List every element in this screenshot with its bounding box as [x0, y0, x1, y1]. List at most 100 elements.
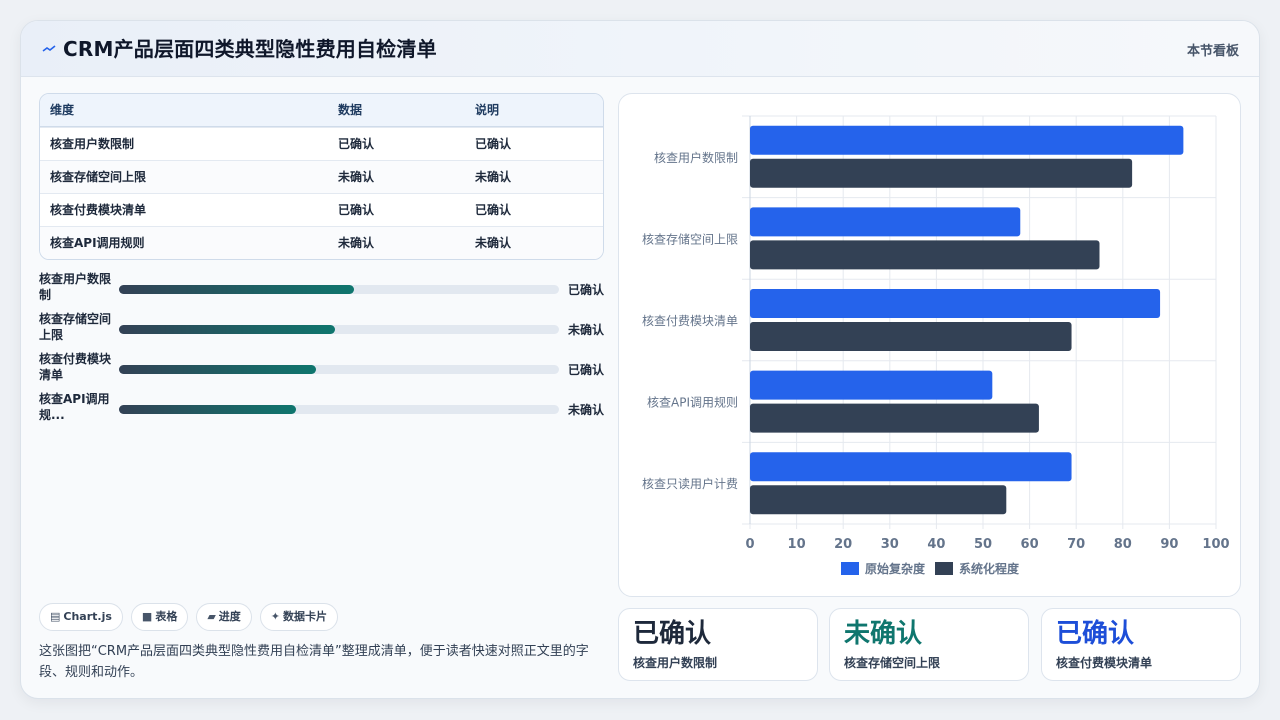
table-cell: 未确认: [338, 236, 375, 250]
x-tick-label: 60: [1021, 537, 1039, 552]
table-row: 核查API调用规则 未确认 未确认: [40, 226, 603, 259]
x-tick-label: 40: [927, 537, 945, 552]
stat-label: 核查付费模块清单: [1056, 656, 1153, 670]
stat-card: 未确认 核查存储空间上限: [829, 608, 1029, 681]
legend-swatch: [935, 562, 953, 575]
category-label: 核查用户数限制: [654, 150, 738, 165]
dashboard-card: CRM产品层面四类典型隐性费用自检清单 本节看板 维度 数据 说明 核查用户数限…: [20, 20, 1260, 699]
table-cell: 核查用户数限制: [50, 137, 135, 151]
bar: [750, 370, 993, 400]
progress-track: [119, 365, 559, 374]
progress-item: 核查付费模块清单 已确认: [39, 351, 604, 385]
stat-label: 核查用户数限制: [633, 656, 718, 670]
table-cell: 未确认: [338, 170, 375, 184]
x-tick-label: 80: [1114, 537, 1132, 552]
x-tick-label: 30: [881, 537, 899, 552]
table-cell: 已确认: [338, 203, 375, 217]
x-tick-label: 0: [745, 537, 754, 552]
progress-item: 核查用户数限制 已确认: [39, 271, 604, 305]
table-cell: 核查存储空间上限: [50, 170, 147, 184]
column-header: 维度: [50, 103, 75, 117]
progress-fill: [119, 285, 355, 294]
progress-fill: [119, 325, 335, 334]
progress-track: [119, 325, 559, 334]
sparkline-icon: [41, 41, 57, 57]
table-row: 核查存储空间上限 未确认 未确认: [40, 160, 603, 193]
tag-label: 进度: [218, 610, 241, 623]
tag-label: 表格: [155, 610, 178, 623]
progress-track: [119, 285, 559, 294]
bar: [750, 403, 1039, 433]
header: CRM产品层面四类典型隐性费用自检清单 本节看板: [21, 21, 1259, 77]
legend-label: 原始复杂度: [865, 561, 926, 576]
sparkle-icon: ✦: [270, 610, 281, 623]
x-tick-label: 100: [1202, 537, 1229, 552]
bar: [750, 289, 1161, 318]
progress-icon: ▰: [207, 610, 216, 623]
progress-value: 未确认: [567, 403, 604, 417]
category-label: 核查只读用户计费: [642, 476, 738, 491]
bar: [750, 322, 1072, 351]
table-header-row: 维度 数据 说明: [40, 94, 603, 127]
tag-table[interactable]: ■ 表格: [130, 603, 189, 631]
x-tick-label: 10: [788, 537, 806, 552]
table-cell: 已确认: [475, 203, 512, 217]
x-tick-label: 90: [1160, 537, 1178, 552]
legend-label: 系统化程度: [959, 561, 1020, 576]
progress-fill: [119, 405, 296, 414]
legend-swatch: [841, 562, 859, 575]
chart-icon: ▤: [50, 610, 61, 623]
bar-chart-panel: 0 10 20 30 40 50 60 70 80 90 100 核查用户数限制核查存储空间上限 核查付…: [618, 93, 1241, 597]
progress-item: 核查存储空间上限 未确认: [39, 311, 604, 345]
bar: [750, 485, 1007, 515]
stat-value: 已确认: [633, 619, 712, 649]
table-icon: ■: [141, 610, 153, 623]
table-cell: 已确认: [338, 137, 375, 151]
stat-card: 已确认 核查用户数限制: [618, 608, 818, 681]
x-tick-label: 70: [1067, 537, 1085, 552]
category-label: 核查存储空间上限: [642, 231, 738, 246]
stat-label: 核查存储空间上限: [844, 656, 941, 670]
category-label: 核查API调用规则: [647, 395, 738, 410]
progress-track: [119, 405, 559, 414]
table-cell: 未确认: [475, 170, 512, 184]
table-cell: 未确认: [475, 236, 512, 250]
bar: [750, 452, 1072, 482]
bar-chart: 0 10 20 30 40 50 60 70 80 90 100 核查用户数限制核查存储空间上限核查付…: [642, 115, 1230, 576]
tag-label: Chart.js: [63, 610, 112, 623]
board-label: 本节看板: [1186, 44, 1239, 59]
table-row: 核查用户数限制 已确认 已确认: [40, 127, 603, 160]
tag-chartjs[interactable]: ▤ Chart.js: [39, 603, 123, 631]
table-cell: 已确认: [475, 137, 512, 151]
table-cell: 核查API调用规则: [50, 236, 145, 250]
description-text: 这张图把“CRM产品层面四类典型隐性费用自检清单”整理成清单，便于读者快速对照正…: [39, 644, 589, 680]
tag-label: 数据卡片: [283, 610, 328, 623]
progress-label: 核查付费模块清单: [39, 352, 112, 382]
bar: [750, 240, 1100, 270]
column-header: 说明: [475, 103, 500, 117]
bar: [750, 125, 1184, 155]
stat-value: 已确认: [1056, 619, 1135, 649]
bar: [750, 207, 1021, 237]
tag-list: ▤ Chart.js ■ 表格 ▰ 进度 ✦ 数据卡片: [39, 603, 339, 631]
bar: [750, 158, 1133, 188]
progress-item: 核查API调用规... 未确认: [39, 391, 604, 425]
stat-value: 未确认: [844, 619, 923, 649]
table-row: 核查付费模块清单 已确认 已确认: [40, 193, 603, 226]
progress-value: 未确认: [567, 323, 604, 337]
progress-value: 已确认: [567, 283, 604, 297]
progress-label: 核查存储空间上限: [39, 312, 112, 342]
progress-fill: [119, 365, 316, 374]
checklist-table: 维度 数据 说明 核查用户数限制 已确认 已确认 核查存储空间上限 未确认 未确…: [39, 93, 604, 260]
stat-card: 已确认 核查付费模块清单: [1041, 608, 1241, 681]
x-tick-label: 50: [974, 537, 992, 552]
category-label: 核查付费模块清单: [642, 314, 738, 328]
progress-label: 核查用户数限制: [39, 272, 112, 302]
tag-data-card[interactable]: ✦ 数据卡片: [259, 603, 339, 631]
column-header: 数据: [338, 103, 363, 117]
tag-progress[interactable]: ▰ 进度: [196, 603, 252, 631]
x-tick-label: 20: [834, 537, 852, 552]
progress-label: 核查API调用规...: [39, 392, 110, 422]
page-title: CRM产品层面四类典型隐性费用自检清单: [63, 37, 437, 61]
progress-value: 已确认: [567, 363, 604, 377]
